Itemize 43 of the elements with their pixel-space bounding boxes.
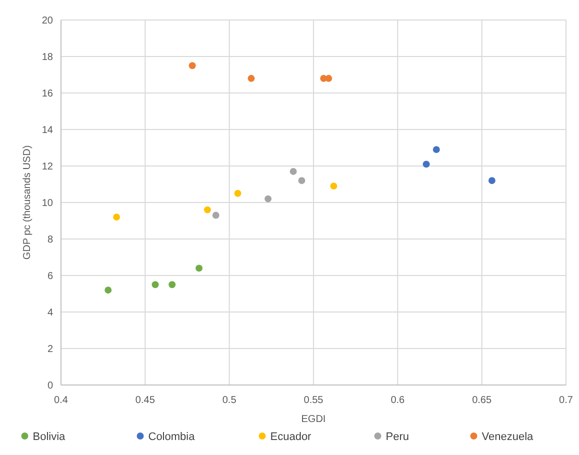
point <box>196 264 203 272</box>
y-tick-label: 4 <box>47 308 54 318</box>
legend-label: Venezuela <box>482 431 534 443</box>
point <box>168 281 176 288</box>
point <box>432 146 440 154</box>
x-tick-label: 0.6 <box>390 395 406 406</box>
x-tick-label: 0.55 <box>304 395 324 406</box>
point <box>264 195 272 202</box>
point <box>488 177 496 184</box>
point <box>188 62 196 70</box>
x-tick-label: 0.7 <box>559 395 574 406</box>
legend-label: Peru <box>386 431 409 443</box>
legend-label: Ecuador <box>270 431 312 443</box>
x-tick-label: 0.4 <box>54 395 68 406</box>
point <box>152 281 159 288</box>
y-axis-title: GDP pc (thousands USD) <box>22 145 33 260</box>
y-tick-label: 8 <box>47 234 54 246</box>
x-axis-title: EGDI <box>301 414 326 425</box>
y-tick-label: 10 <box>42 198 54 209</box>
point <box>290 168 297 175</box>
y-tick-label: 20 <box>42 16 54 26</box>
y-tick-label: 14 <box>42 125 54 136</box>
point <box>325 74 332 82</box>
point <box>113 214 120 221</box>
x-tick-label: 0.5 <box>222 395 237 406</box>
point <box>234 190 242 197</box>
y-tick-label: 2 <box>47 344 54 355</box>
y-tick-label: 0 <box>47 380 54 392</box>
point <box>422 160 430 168</box>
point <box>204 206 211 214</box>
point <box>298 177 306 184</box>
y-tick-label: 6 <box>47 271 54 282</box>
x-tick-label: 0.65 <box>472 395 492 406</box>
y-tick-label: 16 <box>42 88 54 100</box>
y-tick-label: 12 <box>42 162 54 172</box>
y-tick-label: 18 <box>42 52 54 63</box>
point <box>212 212 220 219</box>
point <box>330 182 338 190</box>
point <box>104 286 112 294</box>
point <box>248 74 255 82</box>
x-tick-label: 0.45 <box>135 395 156 406</box>
legend-label: Bolivia <box>32 431 66 443</box>
legend-label: Colombia <box>148 431 196 443</box>
